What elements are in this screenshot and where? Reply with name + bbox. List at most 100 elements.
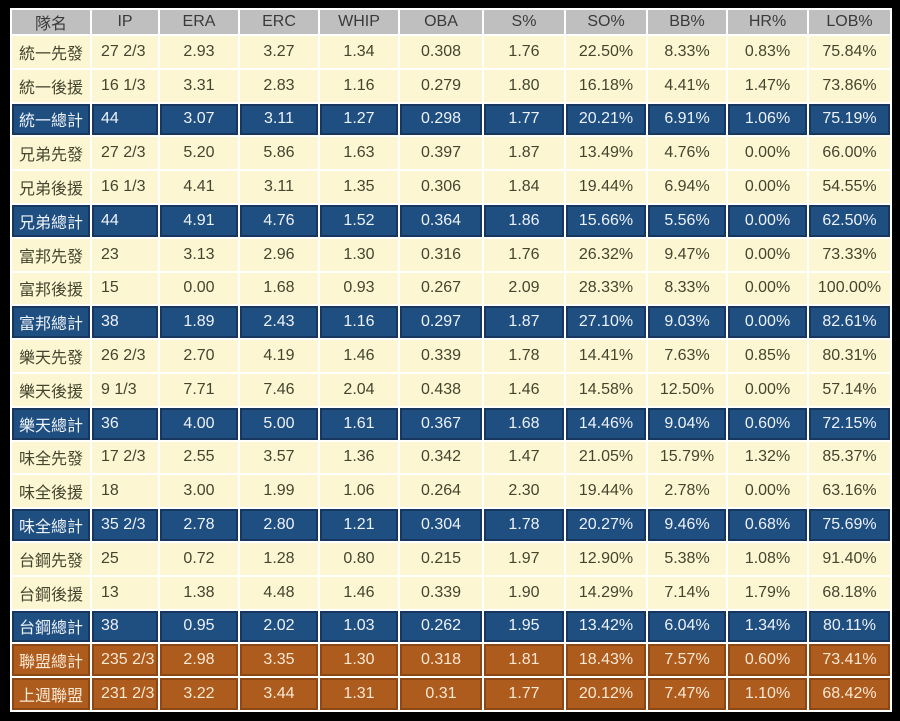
stat-cell: 2.70 [158, 338, 240, 374]
table-row: 上週聯盟 231 2/3 3.22 3.44 1.31 0.31 1.77 20.12% 7.4… [10, 676, 892, 712]
table-row: 聯盟總計 235 2/3 2.98 3.35 1.30 0.318 1.81 18.43% 7.… [10, 642, 892, 679]
stat-cell: 3.13 [158, 236, 240, 273]
stat-cell: 5.20 [158, 135, 240, 172]
stat-cell: 15 [90, 270, 160, 307]
team-cell: 兄弟後援 [10, 169, 92, 205]
stat-cell: 7.47% [646, 676, 728, 712]
stat-cell: 0.267 [398, 270, 484, 307]
table-row: 統一後援 16 1/3 3.31 2.83 1.16 0.279 1.80 16.18% 4.4… [10, 67, 892, 104]
table-row: 樂天後援 9 1/3 7.71 7.46 2.04 0.438 1.46 14.58% 12.5… [10, 371, 892, 408]
stat-cell: 63.16% [807, 473, 892, 510]
stat-cell: 1.99 [238, 473, 320, 510]
stat-cell: 75.84% [807, 34, 892, 70]
column-header-1: IP [90, 8, 160, 36]
stat-cell: 54.55% [807, 169, 892, 205]
stat-cell: 4.48 [238, 574, 320, 611]
stat-cell: 1.34% [726, 608, 809, 645]
column-header-4: WHIP [318, 8, 400, 36]
stat-cell: 9.04% [646, 405, 728, 442]
stat-cell: 1.52 [318, 202, 400, 239]
team-cell: 台鋼總計 [10, 608, 92, 645]
stat-cell: 0.83% [726, 34, 809, 70]
team-cell: 上週聯盟 [10, 676, 92, 712]
stat-cell: 72.15% [807, 405, 892, 442]
stat-cell: 19.44% [564, 473, 648, 510]
stat-cell: 3.27 [238, 34, 320, 70]
stat-cell: 6.04% [646, 608, 728, 645]
table-row: 富邦後援 15 0.00 1.68 0.93 0.267 2.09 28.33% 8.33% 0.… [10, 270, 892, 307]
stat-cell: 1.10% [726, 676, 809, 712]
team-cell: 台鋼後援 [10, 574, 92, 611]
stat-cell: 2.02 [238, 608, 320, 645]
stat-cell: 4.41% [646, 67, 728, 104]
table-header: 隊名 IP ERA ERC WHIP OBA S% SO% BB% HR% LOB% [10, 8, 892, 36]
stat-cell: 1.80 [482, 67, 566, 104]
table-row: 樂天先發 26 2/3 2.70 4.19 1.46 0.339 1.78 14.41% 7.6… [10, 338, 892, 374]
table-row: 台鋼先發 25 0.72 1.28 0.80 0.215 1.97 12.90% 5.38% 1.… [10, 540, 892, 577]
stat-cell: 27.10% [564, 304, 648, 341]
stat-cell: 4.76 [238, 202, 320, 239]
stat-cell: 2.55 [158, 439, 240, 476]
stat-cell: 35 2/3 [90, 507, 160, 543]
stat-cell: 1.30 [318, 642, 400, 679]
stat-cell: 0.85% [726, 338, 809, 374]
stat-cell: 85.37% [807, 439, 892, 476]
stat-cell: 1.08% [726, 540, 809, 577]
stat-cell: 7.14% [646, 574, 728, 611]
stat-cell: 2.96 [238, 236, 320, 273]
stat-cell: 1.95 [482, 608, 566, 645]
stat-cell: 100.00% [807, 270, 892, 307]
stat-cell: 1.35 [318, 169, 400, 205]
table-row: 兄弟先發 27 2/3 5.20 5.86 1.63 0.397 1.87 13.49% 4.7… [10, 135, 892, 172]
stat-cell: 2.04 [318, 371, 400, 408]
stat-cell: 2.09 [482, 270, 566, 307]
stat-cell: 80.31% [807, 338, 892, 374]
stat-cell: 1.28 [238, 540, 320, 577]
stat-cell: 13 [90, 574, 160, 611]
stat-cell: 18 [90, 473, 160, 510]
stat-cell: 1.97 [482, 540, 566, 577]
stat-cell: 0.279 [398, 67, 484, 104]
stat-cell: 0.306 [398, 169, 484, 205]
stat-cell: 13.49% [564, 135, 648, 172]
team-cell: 兄弟先發 [10, 135, 92, 172]
stat-cell: 0.304 [398, 507, 484, 543]
table-row: 台鋼總計 38 0.95 2.02 1.03 0.262 1.95 13.42% 6.04% 1.… [10, 608, 892, 645]
stat-cell: 26.32% [564, 236, 648, 273]
stat-cell: 0.31 [398, 676, 484, 712]
stat-cell: 38 [90, 304, 160, 341]
stat-cell: 73.86% [807, 67, 892, 104]
stat-cell: 38 [90, 608, 160, 645]
stat-cell: 0.00% [726, 236, 809, 273]
team-cell: 富邦先發 [10, 236, 92, 273]
stat-cell: 1.78 [482, 507, 566, 543]
stat-cell: 0.00% [726, 304, 809, 341]
stat-cell: 12.50% [646, 371, 728, 408]
stat-cell: 4.91 [158, 202, 240, 239]
header-row: 隊名 IP ERA ERC WHIP OBA S% SO% BB% HR% LOB% [10, 8, 892, 36]
table-row: 樂天總計 36 4.00 5.00 1.61 0.367 1.68 14.46% 9.04% 0.… [10, 405, 892, 442]
stat-cell: 62.50% [807, 202, 892, 239]
stat-cell: 44 [90, 101, 160, 138]
stat-cell: 4.00 [158, 405, 240, 442]
stat-cell: 57.14% [807, 371, 892, 408]
stat-cell: 0.00% [726, 202, 809, 239]
stat-cell: 16.18% [564, 67, 648, 104]
team-cell: 台鋼先發 [10, 540, 92, 577]
team-cell: 統一後援 [10, 67, 92, 104]
stat-cell: 19.44% [564, 169, 648, 205]
stat-cell: 73.33% [807, 236, 892, 273]
stat-cell: 2.43 [238, 304, 320, 341]
stat-cell: 0.318 [398, 642, 484, 679]
stat-cell: 13.42% [564, 608, 648, 645]
table-row: 兄弟總計 44 4.91 4.76 1.52 0.364 1.86 15.66% 5.56% 0.… [10, 202, 892, 239]
stat-cell: 18.43% [564, 642, 648, 679]
stat-cell: 1.21 [318, 507, 400, 543]
stat-cell: 7.63% [646, 338, 728, 374]
stat-cell: 2.30 [482, 473, 566, 510]
stat-cell: 66.00% [807, 135, 892, 172]
stat-cell: 1.87 [482, 304, 566, 341]
stat-cell: 0.00% [726, 371, 809, 408]
stat-cell: 3.22 [158, 676, 240, 712]
